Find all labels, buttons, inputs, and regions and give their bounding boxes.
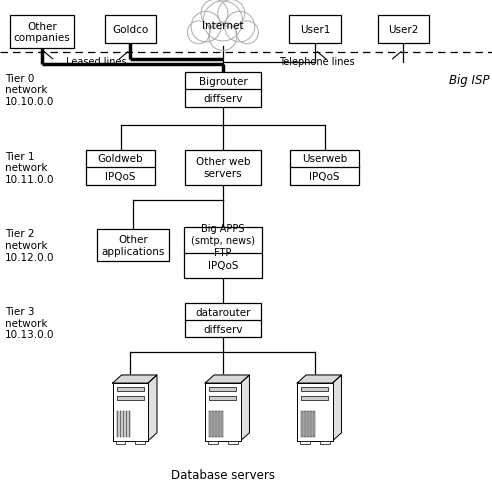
Bar: [117, 387, 144, 392]
Bar: [126, 411, 127, 437]
Circle shape: [236, 22, 258, 45]
Polygon shape: [205, 375, 249, 383]
Bar: [305, 411, 306, 437]
Bar: [210, 387, 236, 392]
Bar: [297, 383, 333, 441]
Bar: [184, 228, 262, 278]
Text: Tier 1
network
10.11.0.0: Tier 1 network 10.11.0.0: [5, 151, 55, 184]
Bar: [135, 441, 145, 444]
Polygon shape: [241, 375, 249, 441]
Bar: [210, 411, 211, 437]
Text: IPQoS: IPQoS: [309, 172, 340, 181]
Bar: [117, 411, 119, 437]
Bar: [302, 387, 328, 392]
Text: Database servers: Database servers: [171, 468, 275, 481]
Text: Tier 3
network
10.13.0.0: Tier 3 network 10.13.0.0: [5, 307, 55, 340]
Bar: [320, 441, 330, 444]
Bar: [129, 411, 130, 437]
Polygon shape: [333, 375, 341, 441]
Bar: [208, 441, 218, 444]
Bar: [221, 411, 222, 437]
Circle shape: [225, 13, 255, 43]
Bar: [228, 441, 238, 444]
Bar: [302, 411, 303, 437]
Text: Internet: Internet: [202, 21, 244, 31]
Text: User2: User2: [388, 25, 419, 35]
Text: IPQoS: IPQoS: [208, 261, 238, 271]
Text: diffserv: diffserv: [203, 324, 243, 334]
Bar: [113, 383, 148, 441]
Bar: [213, 411, 214, 437]
Bar: [117, 396, 144, 400]
Text: Userweb: Userweb: [302, 154, 347, 164]
Bar: [205, 383, 241, 441]
Text: Tier 0
network
10.10.0.0: Tier 0 network 10.10.0.0: [5, 74, 54, 107]
Text: Telephone lines: Telephone lines: [279, 57, 355, 67]
Bar: [218, 411, 219, 437]
Bar: [185, 150, 261, 185]
Polygon shape: [297, 375, 341, 383]
Text: Tier 2
network
10.12.0.0: Tier 2 network 10.12.0.0: [5, 229, 55, 262]
Circle shape: [191, 13, 221, 43]
Text: Other
companies: Other companies: [13, 22, 70, 44]
Text: Goldweb: Goldweb: [98, 154, 143, 164]
Bar: [97, 229, 168, 262]
Circle shape: [218, 1, 245, 28]
Bar: [378, 16, 429, 44]
Polygon shape: [113, 375, 157, 383]
Bar: [86, 150, 155, 185]
Text: Other
applications: Other applications: [101, 234, 164, 257]
Bar: [116, 441, 125, 444]
Text: IPQoS: IPQoS: [105, 172, 136, 181]
Circle shape: [187, 22, 210, 45]
Bar: [300, 441, 310, 444]
Bar: [10, 16, 74, 49]
Text: Bigrouter: Bigrouter: [198, 77, 247, 86]
Bar: [313, 411, 314, 437]
Circle shape: [209, 23, 237, 52]
Bar: [123, 411, 124, 437]
Bar: [290, 150, 359, 185]
Bar: [302, 396, 328, 400]
Bar: [185, 73, 261, 108]
Text: Big ISP: Big ISP: [449, 74, 490, 87]
Circle shape: [201, 1, 228, 28]
Bar: [215, 411, 216, 437]
Text: Other web
servers: Other web servers: [196, 157, 250, 179]
Polygon shape: [148, 375, 157, 441]
Text: Goldco: Goldco: [112, 25, 149, 35]
Bar: [185, 304, 261, 338]
Bar: [310, 411, 311, 437]
Text: Leased lines: Leased lines: [65, 57, 126, 67]
Text: Big APPS
(smtp, news)
FTP: Big APPS (smtp, news) FTP: [191, 224, 255, 257]
Text: diffserv: diffserv: [203, 94, 243, 104]
Bar: [210, 396, 236, 400]
Bar: [289, 16, 340, 44]
Text: User1: User1: [300, 25, 330, 35]
Text: datarouter: datarouter: [195, 307, 250, 317]
Bar: [105, 16, 156, 44]
Circle shape: [203, 2, 243, 42]
Bar: [120, 411, 121, 437]
